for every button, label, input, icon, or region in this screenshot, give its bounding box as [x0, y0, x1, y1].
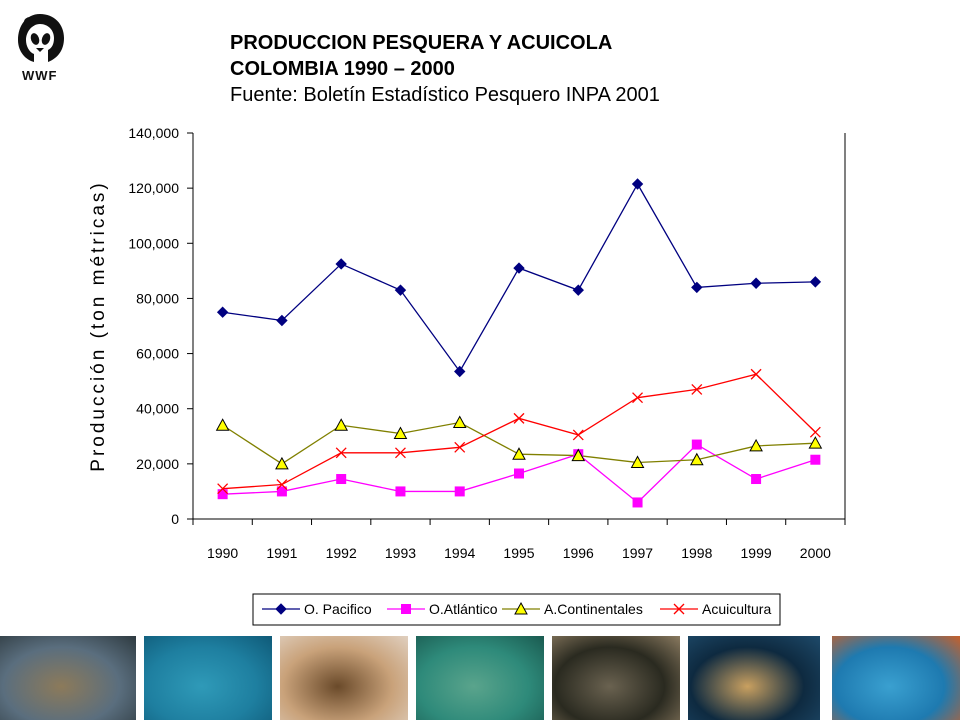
data-point-s1-1995 — [513, 262, 525, 274]
panda-icon — [18, 14, 64, 62]
data-point-s3-1997 — [630, 455, 645, 468]
data-point-s3-1993 — [393, 426, 408, 440]
data-point-s2-1994 — [454, 486, 465, 497]
data-point-s1-1999 — [750, 277, 762, 289]
photo-strip — [0, 636, 960, 720]
chart-axes: 0 20,000 40,000 60,000 80,000 100,000 120,000 1… — [88, 125, 846, 561]
data-point-s4-1993 — [394, 447, 406, 459]
data-point-s1-2000 — [809, 276, 822, 288]
data-point-s1-1996 — [572, 284, 584, 296]
data-point-s3-2000 — [808, 436, 823, 449]
y-tick-label: 0 — [171, 511, 179, 527]
data-point-s3-1990 — [215, 418, 230, 431]
y-tick-label: 40,000 — [136, 401, 179, 417]
page-title: PRODUCCION PESQUERA Y ACUICOLA COLOMBIA … — [230, 30, 660, 108]
x-tick-label: 1999 — [741, 545, 772, 561]
x-tick-label: 1997 — [622, 545, 653, 561]
data-point-s2-1997 — [632, 497, 643, 508]
x-tick-label: 1995 — [503, 545, 534, 561]
legend-marker — [275, 603, 287, 615]
data-point-s3-1995 — [512, 447, 526, 460]
y-tick-label: 80,000 — [136, 290, 179, 306]
data-point-s4-2000 — [809, 426, 821, 438]
data-point-s1-1991 — [276, 314, 288, 327]
x-tick-label: 1990 — [207, 545, 238, 561]
data-point-s3-1996 — [571, 448, 586, 462]
x-tick-label: 1991 — [266, 545, 297, 561]
x-tick-label: 1996 — [563, 545, 594, 561]
production-line-chart: 0 20,000 40,000 60,000 80,000 100,000 120,000 1… — [88, 125, 846, 626]
data-point-s3-1994 — [452, 415, 467, 428]
x-tick-label: 1998 — [681, 545, 712, 561]
hawksbill-turtle-photo — [688, 636, 820, 720]
beach-turtle-photo — [0, 636, 136, 720]
researchers-night-photo — [552, 636, 680, 720]
source-line: Fuente: Boletín Estadístico Pesquero INP… — [230, 84, 660, 106]
data-point-s4-1997 — [632, 392, 644, 404]
legend-marker — [401, 604, 411, 614]
legend-label: O. Pacifico — [304, 601, 372, 617]
data-point-s3-1999 — [749, 438, 763, 452]
legend-label: O.Atlántico — [429, 601, 498, 617]
data-point-s2-1993 — [395, 486, 406, 497]
children-photo — [280, 636, 408, 720]
y-tick-label: 140,000 — [128, 125, 179, 141]
data-point-s4-1995 — [513, 412, 525, 424]
y-axis-title: Producción (ton métricas) — [88, 180, 109, 471]
y-tick-label: 100,000 — [128, 235, 179, 251]
x-tick-label: 1992 — [326, 545, 357, 561]
data-point-s2-1995 — [514, 468, 524, 479]
legend-marker — [673, 603, 685, 615]
y-tick-label: 60,000 — [136, 346, 179, 362]
wwf-logo-text: WWF — [22, 68, 58, 83]
title-line-2: COLOMBIA 1990 – 2000 — [230, 58, 455, 80]
data-point-s4-1999 — [750, 368, 762, 380]
data-point-s4-1996 — [572, 429, 584, 441]
data-point-s4-1991 — [276, 479, 288, 490]
title-line-1: PRODUCCION PESQUERA Y ACUICOLA — [230, 32, 613, 54]
data-point-s4-1998 — [691, 383, 703, 395]
data-point-s2-1990 — [217, 489, 228, 500]
legend-label: A.Continentales — [544, 601, 643, 617]
data-point-s2-1992 — [336, 474, 347, 485]
data-point-s1-1992 — [335, 258, 347, 270]
swimming-turtle-photo — [832, 636, 960, 720]
y-tick-label: 20,000 — [136, 456, 179, 472]
data-point-s3-1992 — [334, 418, 349, 431]
data-point-s4-1990 — [217, 483, 229, 495]
data-point-s2-1991 — [276, 486, 287, 497]
legend-label: Acuicultura — [702, 601, 771, 617]
data-point-s1-1993 — [394, 284, 407, 296]
x-tick-label: 2000 — [800, 545, 831, 561]
data-point-s4-1994 — [454, 441, 466, 453]
chart-series-markers — [215, 178, 823, 508]
data-point-s1-1997 — [631, 178, 644, 190]
wwf-logo: WWF — [8, 8, 72, 86]
data-point-s1-1990 — [216, 306, 229, 318]
data-point-s2-1998 — [691, 439, 702, 450]
data-point-s3-1998 — [689, 452, 704, 466]
data-point-s3-1991 — [275, 456, 289, 470]
legend-marker — [514, 601, 528, 615]
sea-turtle-underwater-photo — [144, 636, 272, 720]
data-point-s1-1998 — [691, 281, 703, 294]
diver-turtle-photo — [416, 636, 544, 720]
series-line-1 — [222, 182, 816, 373]
data-point-s2-1999 — [751, 474, 762, 485]
data-point-s1-1994 — [454, 365, 466, 378]
x-tick-label: 1994 — [444, 545, 475, 561]
chart-legend: O. Pacifico O.Atlántico A.Continentales Acu… — [252, 593, 781, 626]
y-tick-label: 120,000 — [128, 180, 179, 196]
data-point-s4-1992 — [335, 447, 347, 459]
data-point-s2-2000 — [810, 454, 821, 465]
x-tick-label: 1993 — [385, 545, 416, 561]
